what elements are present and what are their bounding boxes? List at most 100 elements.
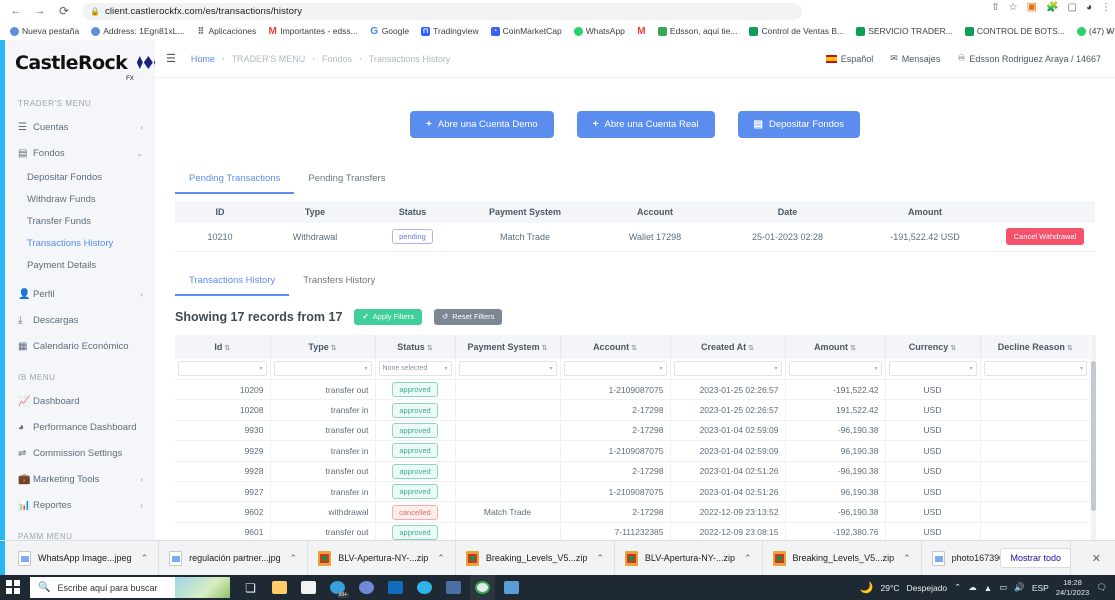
- col-type[interactable]: Type ⇅: [270, 334, 376, 359]
- extension-orange-icon[interactable]: ▣: [1026, 1, 1038, 13]
- store-icon[interactable]: [296, 575, 321, 600]
- task-view-icon[interactable]: ❏: [245, 580, 256, 595]
- sidebar-item-calendario-economico[interactable]: ▦ Calendario Económico: [5, 333, 155, 359]
- taskbar-search[interactable]: 🔍 Escribe aquí para buscar: [30, 577, 230, 598]
- tab-transactions-history[interactable]: Transactions History: [175, 269, 290, 296]
- sidebar-subitem-payment-details[interactable]: Payment Details: [5, 254, 155, 276]
- download-item[interactable]: regulación partner...jpg ⌃: [159, 540, 309, 576]
- filter-created-at-input[interactable]: ▾: [673, 361, 782, 377]
- back-icon[interactable]: ←: [10, 5, 22, 17]
- extensions-puzzle-icon[interactable]: 🧩: [1046, 1, 1059, 13]
- apply-filters-button[interactable]: ✔ Apply Filters: [354, 308, 422, 325]
- tab-pending-transactions[interactable]: Pending Transactions: [175, 167, 295, 194]
- photos-icon[interactable]: [499, 575, 524, 600]
- bookmark-item[interactable]: Control de Ventas B...: [743, 23, 850, 39]
- forward-icon[interactable]: →: [34, 5, 46, 17]
- sidebar-item-perfil[interactable]: 👤 Perfil ‹: [5, 281, 155, 307]
- cloud-icon[interactable]: ▲: [983, 582, 993, 593]
- bookmark-item[interactable]: ◔ CoinMarketCap: [485, 23, 568, 39]
- col-status[interactable]: Status ⇅: [375, 334, 456, 359]
- col-decline-reason[interactable]: Decline Reason ⇅: [980, 334, 1090, 359]
- open-real-account-button[interactable]: + Abre una Cuenta Real: [576, 111, 715, 138]
- edge-icon[interactable]: [412, 575, 437, 600]
- page-scrollbar-thumb[interactable]: [1091, 360, 1096, 511]
- filter-type-input[interactable]: ▾: [273, 361, 372, 377]
- sidebar-item-reportes[interactable]: 📊 Reportes ‹: [5, 492, 155, 518]
- language-selector[interactable]: Español: [825, 54, 873, 64]
- chevron-up-icon[interactable]: ⌃: [289, 552, 298, 563]
- sidebar-item-fondos[interactable]: ▤ Fondos ⌄: [5, 140, 155, 166]
- bookmark-item[interactable]: Nueva pestaña: [4, 23, 85, 39]
- col-amount[interactable]: Amount ⇅: [785, 334, 886, 359]
- chrome-icon[interactable]: [470, 575, 495, 600]
- sidebar-subitem-transfer-funds[interactable]: Transfer Funds: [5, 210, 155, 232]
- profile-avatar-icon[interactable]: ◕: [1085, 1, 1092, 13]
- bookmark-item[interactable]: CONTROL DE BOTS...: [959, 23, 1071, 39]
- bookmark-item[interactable]: M Importantes - edss...: [262, 23, 363, 39]
- discord-icon[interactable]: [354, 575, 379, 600]
- filter-status-select[interactable]: None selected ▾: [378, 361, 452, 377]
- sidebar-subitem-depositar-fondos[interactable]: Depositar Fondos: [5, 166, 155, 188]
- col-account[interactable]: Account ⇅: [560, 334, 671, 359]
- bookmark-item[interactable]: SERVICIO TRADER...: [850, 23, 959, 39]
- chevron-up-icon[interactable]: ⌃: [743, 552, 752, 563]
- download-item[interactable]: Breaking_Levels_V5...zip ⌃: [456, 540, 615, 576]
- close-downloads-icon[interactable]: ✕: [1091, 552, 1101, 565]
- sidebar-item-marketing-tools[interactable]: 💼 Marketing Tools ‹: [5, 466, 155, 492]
- tab-pending-transfers[interactable]: Pending Transfers: [308, 173, 386, 184]
- notification-icon[interactable]: 🗨: [1096, 582, 1107, 592]
- sidebar-item-commission-settings[interactable]: ⇌ Commission Settings: [5, 440, 155, 466]
- share-icon[interactable]: ⇧: [991, 1, 1000, 13]
- breadcrumb-traders-menu[interactable]: TRADER'S MENU: [231, 53, 306, 64]
- bookmark-item[interactable]: G Google: [364, 23, 415, 39]
- start-button[interactable]: [6, 580, 21, 595]
- download-item[interactable]: BLV-Apertura-NY-...zip ⌃: [615, 540, 763, 576]
- bookmark-item[interactable]: WhatsApp: [568, 23, 631, 39]
- reload-icon[interactable]: ⟳: [58, 4, 70, 18]
- bookmark-item[interactable]: M: [631, 23, 652, 39]
- bookmark-star-icon[interactable]: ☆: [1008, 1, 1018, 13]
- sidebar-subitem-withdraw-funds[interactable]: Withdraw Funds: [5, 188, 155, 210]
- download-item[interactable]: Breaking_Levels_V5...zip ⌃: [763, 540, 922, 576]
- bookmarks-overflow-icon[interactable]: »: [1105, 26, 1111, 36]
- brand-logo[interactable]: CastleRock FX: [5, 40, 160, 85]
- filter-account-input[interactable]: ▾: [563, 361, 667, 377]
- reset-filters-button[interactable]: ↺ Reset Filters: [433, 308, 503, 325]
- sidebar-item-cuentas[interactable]: ☰ Cuentas ‹: [5, 114, 155, 140]
- sidebar-subitem-transactions-history[interactable]: Transactions History: [5, 232, 155, 254]
- bookmark-item[interactable]: ⊓ Tradingview: [415, 23, 485, 39]
- bookmark-item[interactable]: ⠿ Aplicaciones: [190, 23, 262, 39]
- col-currency[interactable]: Currency ⇅: [885, 334, 981, 359]
- chevron-up-icon[interactable]: ⌃: [903, 552, 911, 563]
- volume-icon[interactable]: 🔊: [1014, 582, 1025, 592]
- bookmark-item[interactable]: Edsson, aqui tie...: [652, 23, 744, 39]
- file-explorer-icon[interactable]: [267, 575, 292, 600]
- messages-link[interactable]: ✉ Mensajes: [890, 53, 940, 64]
- col-created-at[interactable]: Created At ⇅: [670, 334, 786, 359]
- bookmark-item[interactable]: (47) WhatsApp: [1071, 23, 1115, 39]
- outlook-icon[interactable]: [383, 575, 408, 600]
- breadcrumb-home[interactable]: Home: [190, 53, 215, 64]
- language-indicator[interactable]: ESP: [1031, 582, 1049, 593]
- chevron-up-icon[interactable]: ⌃: [954, 582, 962, 592]
- sidepanel-icon[interactable]: ▢: [1067, 1, 1077, 13]
- show-all-downloads-button[interactable]: Mostrar todo: [1000, 548, 1071, 568]
- taskbar-clock[interactable]: 18:28 24/1/2023: [1056, 578, 1089, 597]
- download-item[interactable]: BLV-Apertura-NY-...zip ⌃: [308, 540, 456, 576]
- network-icon[interactable]: ▭: [999, 582, 1008, 592]
- onedrive-icon[interactable]: ☁: [968, 582, 977, 592]
- app-icon[interactable]: [441, 575, 466, 600]
- user-account-menu[interactable]: ♾ Edsson Rodriguez Araya / 14667: [957, 53, 1101, 64]
- mail-icon[interactable]: 99+: [325, 575, 350, 600]
- sidebar-item-performance-dashboard[interactable]: ◕ Performance Dashboard: [5, 414, 155, 440]
- chevron-up-icon[interactable]: ⌃: [140, 552, 149, 563]
- chrome-menu-icon[interactable]: ⋮: [1101, 1, 1111, 13]
- open-demo-account-button[interactable]: + Abre una Cuenta Demo: [410, 111, 554, 138]
- download-item[interactable]: WhatsApp Image...jpeg ⌃: [8, 540, 160, 576]
- filter-amount-input[interactable]: ▾: [788, 361, 882, 377]
- filter-currency-input[interactable]: ▾: [888, 361, 977, 377]
- chevron-up-icon[interactable]: ⌃: [437, 552, 445, 563]
- sidebar-toggle-icon[interactable]: ☰: [166, 53, 176, 65]
- bookmark-item[interactable]: Address: 1Egn81xL...: [85, 23, 190, 39]
- sidebar-item-dashboard[interactable]: 📈 Dashboard: [5, 388, 155, 414]
